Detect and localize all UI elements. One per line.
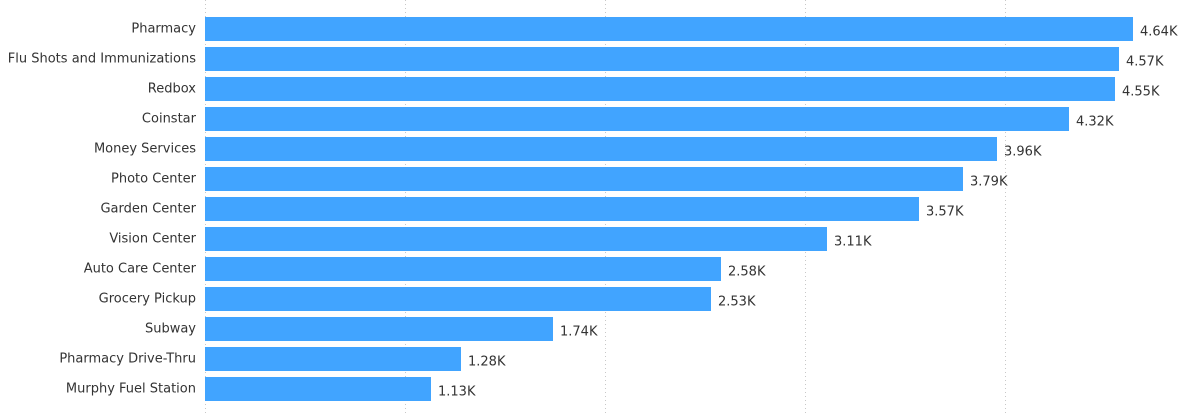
- data-label: 1.13K: [438, 385, 476, 400]
- category-label: Pharmacy: [131, 22, 196, 37]
- category-label: Redbox: [148, 82, 197, 97]
- category-label: Grocery Pickup: [99, 292, 196, 307]
- data-label: 2.58K: [728, 265, 766, 280]
- data-label: 3.11K: [834, 235, 872, 250]
- data-label: 4.64K: [1140, 25, 1178, 40]
- bar: [205, 47, 1119, 71]
- category-label: Vision Center: [109, 232, 196, 247]
- bar: [205, 347, 461, 371]
- data-label: 3.96K: [1004, 145, 1042, 160]
- bar: [205, 167, 963, 191]
- bar: [205, 377, 431, 401]
- data-label: 3.79K: [970, 175, 1008, 190]
- category-label: Pharmacy Drive-Thru: [59, 352, 196, 367]
- bar: [205, 137, 997, 161]
- category-label: Auto Care Center: [84, 262, 197, 277]
- data-label: 4.55K: [1122, 85, 1160, 100]
- bar: [205, 197, 919, 221]
- category-label: Flu Shots and Immunizations: [8, 52, 196, 67]
- bar: [205, 17, 1133, 41]
- data-label: 4.32K: [1076, 115, 1114, 130]
- bar: [205, 257, 721, 281]
- data-label: 1.28K: [468, 355, 506, 370]
- data-label: 2.53K: [718, 295, 756, 310]
- category-label: Subway: [145, 322, 196, 337]
- bar: [205, 317, 553, 341]
- category-label: Murphy Fuel Station: [66, 382, 196, 397]
- bar: [205, 107, 1069, 131]
- data-label: 4.57K: [1126, 55, 1164, 70]
- data-label: 3.57K: [926, 205, 964, 220]
- category-label: Money Services: [94, 142, 196, 157]
- data-label: 1.74K: [560, 325, 598, 340]
- bar: [205, 227, 827, 251]
- bar: [205, 77, 1115, 101]
- category-label: Coinstar: [142, 112, 197, 127]
- category-label: Photo Center: [111, 172, 197, 187]
- bar: [205, 287, 711, 311]
- category-label: Garden Center: [100, 202, 196, 217]
